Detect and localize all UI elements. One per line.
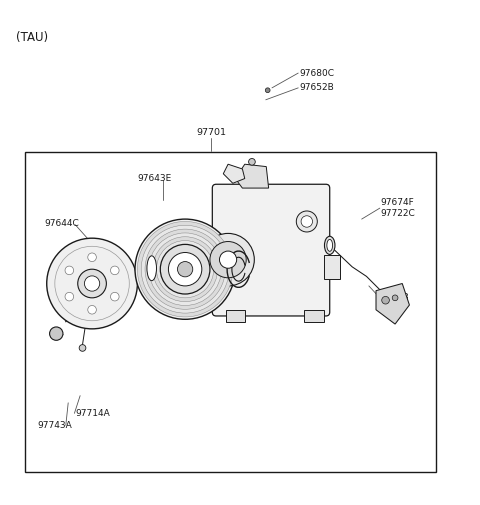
Circle shape (178, 262, 193, 277)
Circle shape (137, 222, 233, 317)
Circle shape (392, 295, 398, 300)
Circle shape (110, 266, 119, 275)
Circle shape (168, 252, 202, 286)
Text: 97674F: 97674F (381, 198, 415, 207)
Circle shape (249, 159, 255, 165)
Ellipse shape (324, 236, 335, 255)
Circle shape (110, 292, 119, 301)
Circle shape (202, 233, 254, 286)
Circle shape (145, 229, 225, 309)
Bar (304, 310, 324, 322)
Bar (226, 310, 245, 322)
Circle shape (84, 276, 100, 291)
Circle shape (78, 269, 107, 298)
Text: 97680C: 97680C (300, 69, 335, 78)
Bar (25, 153, 436, 472)
Polygon shape (223, 164, 245, 183)
Text: 97652B: 97652B (300, 83, 335, 92)
Text: (TAU): (TAU) (16, 31, 48, 43)
Circle shape (65, 266, 73, 275)
Text: 97643A: 97643A (165, 281, 200, 290)
Circle shape (296, 211, 317, 232)
Text: 97643E: 97643E (137, 174, 172, 183)
Text: 97722C: 97722C (381, 209, 416, 218)
Circle shape (135, 219, 235, 319)
Ellipse shape (143, 250, 160, 286)
Circle shape (153, 237, 217, 301)
Circle shape (265, 88, 270, 92)
Text: 97644C: 97644C (44, 219, 79, 228)
Circle shape (301, 216, 312, 227)
Ellipse shape (327, 239, 333, 251)
Text: 91633: 91633 (381, 293, 409, 302)
Circle shape (49, 327, 63, 340)
Text: 97714A: 97714A (75, 409, 110, 418)
Circle shape (47, 238, 137, 329)
Text: 97743A: 97743A (37, 421, 72, 430)
Text: 97707C: 97707C (215, 265, 250, 274)
Circle shape (156, 240, 214, 298)
Text: 97701: 97701 (196, 128, 227, 137)
Circle shape (160, 244, 210, 294)
Circle shape (141, 225, 229, 313)
Circle shape (219, 251, 237, 268)
Circle shape (210, 241, 246, 278)
Circle shape (79, 344, 86, 351)
Circle shape (65, 292, 73, 301)
Circle shape (382, 296, 389, 304)
Circle shape (88, 306, 96, 314)
Polygon shape (376, 283, 409, 324)
Circle shape (149, 233, 221, 306)
FancyBboxPatch shape (212, 184, 330, 316)
Ellipse shape (147, 256, 156, 281)
Bar (324, 255, 340, 279)
Circle shape (88, 253, 96, 262)
Polygon shape (235, 164, 269, 188)
